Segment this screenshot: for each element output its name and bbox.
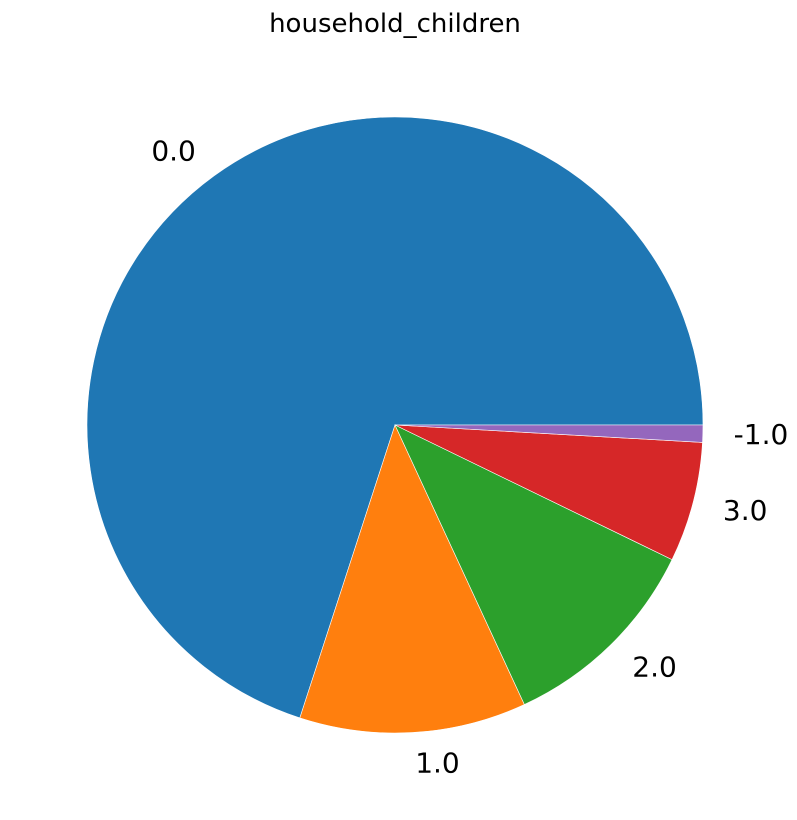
pie-slice--1.0 [394,424,704,443]
pie-label-1.0: 1.0 [415,747,460,780]
pie-slice-1.0 [299,424,525,734]
pie-slice-2.0 [394,424,673,705]
pie-slice-3.0 [394,424,703,561]
pie-slice-0.0 [86,116,704,719]
pie-label-0.0: 0.0 [151,134,196,167]
chart-title: household_children [269,9,521,39]
pie-label-2.0: 2.0 [632,650,677,683]
pie-label--1.0: -1.0 [734,418,789,451]
pie-labels: 0.0 1.0 2.0 3.0 -1.0 [151,134,788,779]
pie-slices [86,116,704,734]
pie-label-3.0: 3.0 [723,494,768,527]
